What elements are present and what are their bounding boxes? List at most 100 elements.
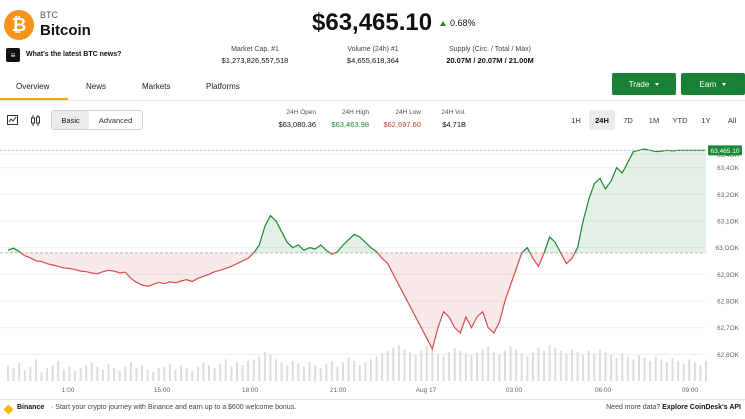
stat-supply: Supply (Circ. / Total / Max) 20.07M / 20… <box>434 46 546 65</box>
volume-bar <box>12 368 15 381</box>
coin-ticker: BTC <box>40 10 58 20</box>
stat-label: Volume (24h) #1 <box>347 46 399 53</box>
volume-bar <box>397 345 400 381</box>
x-tick-label: 1:00 <box>62 387 75 394</box>
advanced-mode-button[interactable]: Advanced <box>98 115 133 125</box>
price-chart[interactable]: 63,4OK63,4OK63,2OK63,1OK63,OOK62,9OK62,8… <box>0 137 745 399</box>
tab-news[interactable]: News <box>86 82 107 91</box>
volume-bar <box>705 360 707 381</box>
volume-bar <box>202 362 205 381</box>
volume-bar <box>146 369 149 381</box>
volume-bar <box>330 360 333 381</box>
price-change-value: 0.68% <box>450 18 476 28</box>
volume-bar <box>74 370 77 381</box>
chart-mode-toggle: Basic Advanced <box>51 110 143 130</box>
volume-bar <box>235 362 238 381</box>
volume-bar <box>213 368 216 381</box>
volume-bar <box>358 365 361 381</box>
price-change: 0.68% <box>440 18 476 28</box>
volume-bar <box>23 370 26 381</box>
volume-bar <box>425 346 428 381</box>
candlestick-toggle[interactable] <box>26 112 44 128</box>
range-24h[interactable]: 24H <box>589 110 615 130</box>
volume-bar <box>693 362 696 381</box>
tab-platforms[interactable]: Platforms <box>206 82 240 91</box>
volume-bar <box>637 355 640 381</box>
volume-bar <box>252 359 255 381</box>
trade-button[interactable]: Trade <box>612 73 676 95</box>
volume-bar <box>526 356 529 381</box>
volume-bar <box>96 366 99 381</box>
last-price-tag: 63,465.10 <box>711 148 740 155</box>
arrow-up-icon <box>440 20 446 26</box>
x-tick-label: 21:00 <box>330 387 347 394</box>
volume-bar <box>129 362 132 381</box>
basic-mode-button[interactable]: Basic <box>52 111 90 129</box>
volume-bar <box>381 353 384 381</box>
promo-brand[interactable]: Binance <box>17 404 45 411</box>
volume-bar <box>671 357 674 381</box>
area-chart-toggle[interactable] <box>3 112 21 128</box>
area-below-open <box>8 252 706 349</box>
volume-bar <box>364 362 367 381</box>
ohlc-high: 24H High $63,463.98 <box>319 109 369 129</box>
trade-label: Trade <box>628 79 650 89</box>
range-1h[interactable]: 1H <box>571 115 581 125</box>
tab-markets[interactable]: Markets <box>142 82 171 91</box>
volume-bar <box>554 347 557 381</box>
range-all[interactable]: All <box>727 115 737 125</box>
volume-bar <box>537 347 540 381</box>
volume-bar <box>174 369 177 381</box>
volume-bar <box>219 363 222 381</box>
volume-bar <box>392 347 395 381</box>
range-1m[interactable]: 1M <box>648 115 660 125</box>
volume-bar <box>185 368 188 381</box>
api-prefix: Need more data? <box>606 404 661 411</box>
api-promo: Need more data? Explore CoinDesk's API <box>606 404 741 411</box>
volume-bar <box>191 370 194 381</box>
current-price: $63,465.10 <box>312 9 433 36</box>
volume-bar <box>230 366 233 381</box>
x-tick-label: 18:00 <box>242 387 259 394</box>
volume-bar <box>559 350 562 381</box>
area-above-open <box>8 149 706 253</box>
earn-button[interactable]: Earn <box>681 73 745 95</box>
volume-bar <box>369 359 372 381</box>
volume-bar <box>347 357 350 381</box>
volume-bar <box>135 368 138 381</box>
candlestick-icon <box>30 114 40 126</box>
y-tick-label: 63,1OK <box>717 219 740 226</box>
volume-bar <box>520 353 523 381</box>
volume-bar <box>436 353 439 381</box>
stat-value: $4,655,618,364 <box>346 56 400 65</box>
volume-bar <box>34 359 37 381</box>
tab-overview[interactable]: Overview <box>16 82 50 91</box>
volume-bar <box>101 369 104 381</box>
volume-bar <box>509 346 512 381</box>
y-tick-label: 63,OOK <box>716 245 740 252</box>
api-link[interactable]: Explore CoinDesk's API <box>662 404 741 411</box>
x-tick-label: 03:00 <box>506 387 523 394</box>
range-ytd[interactable]: YTD <box>672 115 688 125</box>
range-1y[interactable]: 1Y <box>701 115 711 125</box>
y-tick-label: 62,6OK <box>717 352 740 359</box>
y-tick-label: 62,8OK <box>717 299 740 306</box>
volume-bar <box>269 355 272 381</box>
stat-volume: Volume (24h) #1 $4,655,618,364 <box>338 46 408 65</box>
ohlc-low: 24H Low $62,697.60 <box>371 109 421 129</box>
volume-bar <box>308 362 311 381</box>
volume-bar <box>548 345 551 381</box>
volume-bar <box>152 372 155 381</box>
volume-bar <box>286 365 289 381</box>
promo-message: · Start your crypto journey with Binance… <box>51 404 297 411</box>
volume-bar <box>90 362 93 381</box>
volume-bar <box>40 372 43 381</box>
price-line-down <box>19 252 576 351</box>
latest-news-link[interactable]: What's the latest BTC news? <box>26 51 122 58</box>
volume-bar <box>336 366 339 381</box>
chevron-down-icon <box>722 82 727 86</box>
volume-bar <box>342 362 345 381</box>
range-7d[interactable]: 7D <box>623 115 633 125</box>
volume-bar <box>280 362 283 381</box>
volume-bar <box>649 360 652 381</box>
